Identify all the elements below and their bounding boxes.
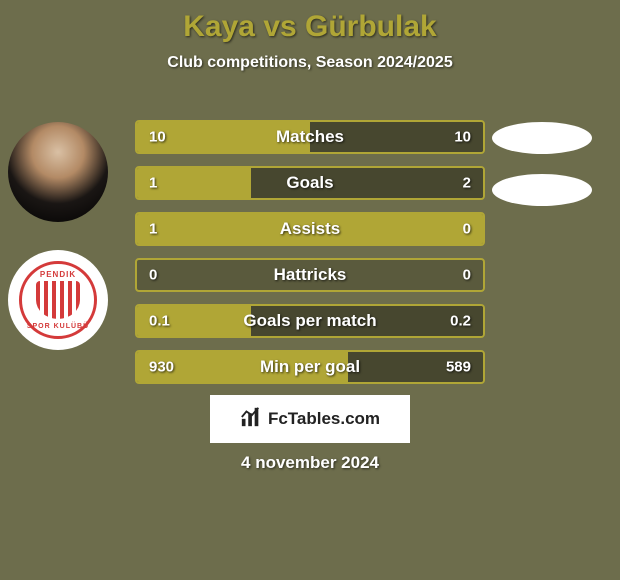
stat-bar: Assists1 0 [135,212,485,246]
stat-value-left: 1 [149,175,157,192]
player-avatar [8,122,108,222]
ellipse-column [492,122,602,226]
stat-bar: Matches10 10 [135,120,485,154]
stat-bar: Goals1 2 [135,166,485,200]
stat-value-right: 0.2 [450,313,471,330]
club-stripes [36,281,80,319]
stat-bar: Min per goal930 589 [135,350,485,384]
stat-label: Matches [137,127,483,147]
stat-bar: Goals per match0.1 0.2 [135,304,485,338]
stat-value-left: 10 [149,129,166,146]
stat-value-left: 0.1 [149,313,170,330]
infographic-container: Kaya vs Gürbulak Club competitions, Seas… [0,0,620,580]
club-logo: PENDIK SPOR KULÜBÜ [8,250,108,350]
page-title: Kaya vs Gürbulak [0,0,620,44]
stat-value-right: 10 [454,129,471,146]
stat-value-left: 1 [149,221,157,238]
stat-label: Goals per match [137,311,483,331]
stat-value-right: 589 [446,359,471,376]
stat-label: Goals [137,173,483,193]
stat-value-left: 930 [149,359,174,376]
stat-value-right: 2 [463,175,471,192]
stat-bars: Matches1010Goals12Assists10Hattricks00Go… [135,120,485,396]
branding-box: FcTables.com [210,395,410,443]
stat-label: Hattricks [137,265,483,285]
ellipse-2 [492,174,592,206]
avatar-column: PENDIK SPOR KULÜBÜ [8,122,118,378]
branding-text: FcTables.com [268,409,380,429]
club-text-bottom: SPOR KULÜBÜ [27,323,89,330]
date-label: 4 november 2024 [0,453,620,473]
club-text-top: PENDIK [40,270,76,279]
stat-label: Assists [137,219,483,239]
subtitle: Club competitions, Season 2024/2025 [0,54,620,72]
stat-value-right: 0 [463,267,471,284]
stat-value-right: 0 [463,221,471,238]
stat-label: Min per goal [137,357,483,377]
ellipse-1 [492,122,592,154]
stat-value-left: 0 [149,267,157,284]
stat-bar: Hattricks0 0 [135,258,485,292]
chart-icon [240,406,262,433]
club-logo-inner: PENDIK SPOR KULÜBÜ [19,261,97,339]
